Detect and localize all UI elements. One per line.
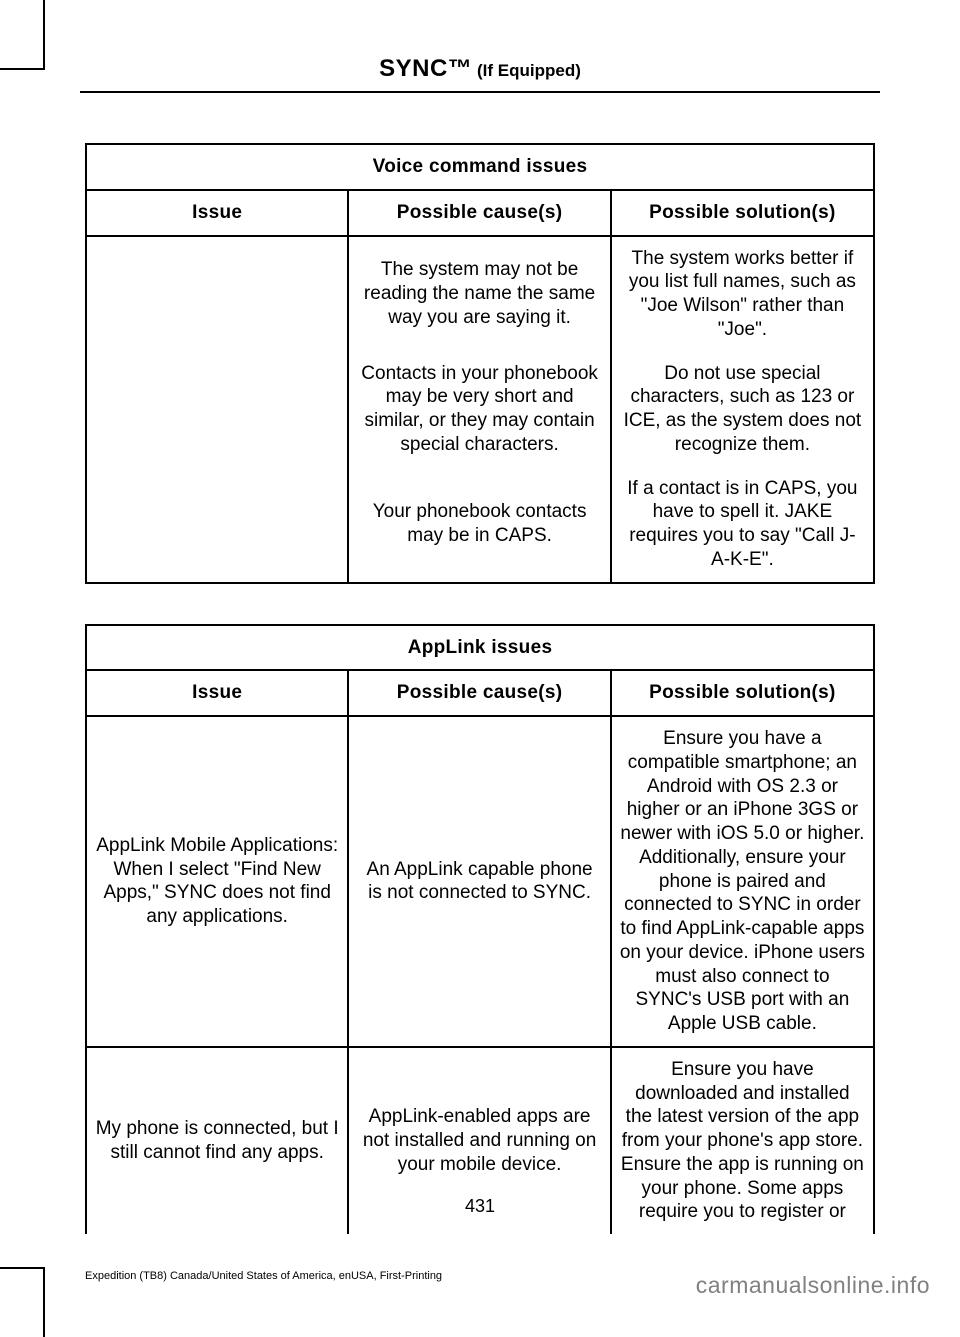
table-row: Your phonebook contacts may be in CAPS. …: [86, 467, 874, 583]
cell-solution: If a contact is in CAPS, you have to spe…: [611, 467, 874, 583]
table1-caption: Voice command issues: [86, 144, 874, 190]
cell-cause: An AppLink capable phone is not connecte…: [348, 716, 610, 1047]
content-area: Voice command issues Issue Possible caus…: [0, 103, 960, 1234]
th-issue: Issue: [86, 670, 348, 716]
table-header-row: Issue Possible cause(s) Possible solutio…: [86, 670, 874, 716]
cell-solution: The system works better if you list full…: [611, 236, 874, 352]
header-title-sub: (If Equipped): [472, 61, 581, 80]
cell-solution: Do not use special characters, such as 1…: [611, 352, 874, 467]
cell-solution: Ensure you have a compatible smartphone;…: [611, 716, 874, 1047]
table-caption-row: AppLink issues: [86, 625, 874, 671]
applink-table: AppLink issues Issue Possible cause(s) P…: [85, 624, 875, 1235]
table-row: Contacts in your phonebook may be very s…: [86, 352, 874, 467]
watermark: carmanualsonline.info: [696, 1272, 930, 1299]
table-row: The system may not be reading the name t…: [86, 236, 874, 352]
cell-issue: [86, 352, 348, 467]
header-title-main: SYNC™: [379, 55, 472, 82]
th-cause: Possible cause(s): [348, 670, 610, 716]
table-row: AppLink Mobile Applications: When I sele…: [86, 716, 874, 1047]
voice-command-table: Voice command issues Issue Possible caus…: [85, 143, 875, 584]
table-header-row: Issue Possible cause(s) Possible solutio…: [86, 190, 874, 236]
footnote: Expedition (TB8) Canada/United States of…: [85, 1270, 442, 1282]
page-number: 431: [0, 1196, 960, 1217]
cell-issue: AppLink Mobile Applications: When I sele…: [86, 716, 348, 1047]
header-rule: [80, 91, 880, 93]
cell-cause: The system may not be reading the name t…: [348, 236, 610, 352]
th-solution: Possible solution(s): [611, 190, 874, 236]
th-issue: Issue: [86, 190, 348, 236]
cell-cause: Contacts in your phonebook may be very s…: [348, 352, 610, 467]
th-cause: Possible cause(s): [348, 190, 610, 236]
cell-issue: [86, 467, 348, 583]
crop-mark-bl: [0, 1267, 45, 1337]
cell-issue: [86, 236, 348, 352]
th-solution: Possible solution(s): [611, 670, 874, 716]
page-header: SYNC™ (If Equipped): [0, 0, 960, 103]
cell-cause: Your phonebook contacts may be in CAPS.: [348, 467, 610, 583]
crop-mark-tl: [0, 0, 45, 70]
table2-caption: AppLink issues: [86, 625, 874, 671]
table-caption-row: Voice command issues: [86, 144, 874, 190]
